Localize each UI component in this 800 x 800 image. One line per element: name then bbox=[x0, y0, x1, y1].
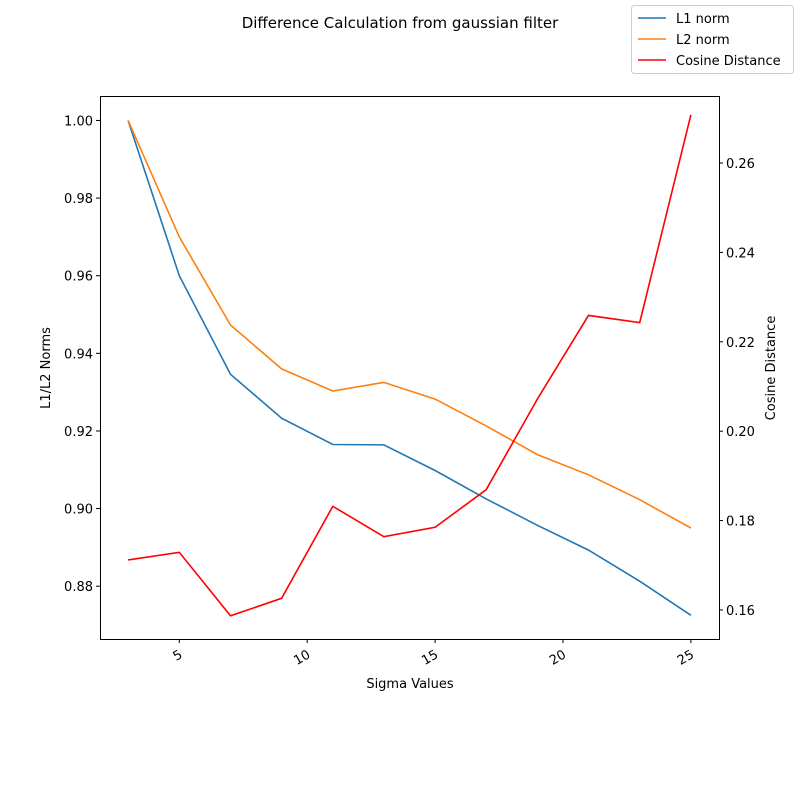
x-tick-label: 15 bbox=[419, 647, 441, 668]
y-left-tick-label: 0.98 bbox=[64, 192, 93, 207]
series-layer bbox=[127, 114, 692, 617]
y-right-tick-label: 0.18 bbox=[726, 515, 755, 530]
y-right-tick-label: 0.26 bbox=[726, 157, 755, 172]
y-right-tick-label: 0.20 bbox=[726, 425, 755, 440]
series-line-l2-norm bbox=[127, 120, 692, 529]
y-left-tick-label: 0.96 bbox=[64, 270, 93, 285]
legend-label: L1 norm bbox=[676, 12, 730, 27]
y-left-tick-label: 0.88 bbox=[64, 580, 93, 595]
legend-label: Cosine Distance bbox=[676, 54, 781, 69]
legend-box bbox=[631, 5, 794, 74]
y-axis-right: 0.16 0.18 0.20 0.22 0.24 0.26 bbox=[719, 157, 755, 619]
legend-label: L2 norm bbox=[676, 33, 730, 48]
x-tick-label: 5 bbox=[171, 647, 186, 664]
x-axis: 5 10 15 20 25 bbox=[171, 639, 697, 669]
legend: L1 norm L2 norm Cosine Distance bbox=[631, 5, 794, 74]
y-left-tick-label: 0.90 bbox=[64, 503, 93, 518]
y-axis-right-label: Cosine Distance bbox=[764, 316, 779, 421]
y-axis-left: 0.88 0.90 0.92 0.94 0.96 0.98 1.00 bbox=[64, 114, 100, 595]
y-left-tick-label: 0.92 bbox=[64, 425, 93, 440]
y-axis-left-label: L1/L2 Norms bbox=[39, 327, 54, 409]
x-tick-label: 20 bbox=[547, 647, 569, 668]
x-axis-label: Sigma Values bbox=[366, 677, 454, 692]
y-right-tick-label: 0.22 bbox=[726, 336, 755, 351]
series-line-l1-norm bbox=[127, 120, 692, 616]
y-left-tick-label: 1.00 bbox=[64, 114, 93, 129]
series-line-cosine-distance bbox=[127, 114, 692, 617]
y-right-tick-label: 0.24 bbox=[726, 246, 755, 261]
plot-area bbox=[100, 96, 720, 640]
x-tick-label: 25 bbox=[675, 647, 697, 668]
x-tick-label: 10 bbox=[291, 647, 313, 668]
y-left-tick-label: 0.94 bbox=[64, 347, 93, 362]
y-right-tick-label: 0.16 bbox=[726, 604, 755, 619]
chart-title: Difference Calculation from gaussian fil… bbox=[242, 14, 559, 32]
